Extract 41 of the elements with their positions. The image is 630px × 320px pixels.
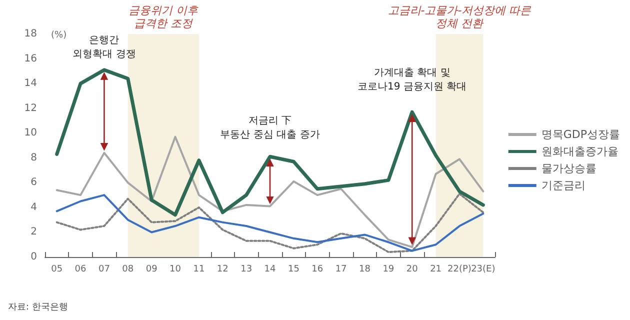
band-label: 고금리-고물가-저성장에 따른 정체 전환 <box>388 4 532 30</box>
y-tick-label: 8 <box>30 152 37 164</box>
x-tick-label: 19 <box>382 264 394 274</box>
x-tick-label: 22(P) <box>448 264 472 274</box>
y-tick-label: 2 <box>30 226 37 238</box>
legend-label: 기준금리 <box>541 179 586 192</box>
x-tick-label: 17 <box>335 264 347 274</box>
x-tick-label: 10 <box>170 264 182 274</box>
x-tick-label: 15 <box>288 264 300 274</box>
y-tick-label: 4 <box>30 202 37 213</box>
y-tick-label: 18 <box>24 28 37 40</box>
y-tick-label: 16 <box>24 53 37 64</box>
x-tick-label: 06 <box>74 264 87 274</box>
x-tick-label: 13 <box>240 264 252 274</box>
x-tick-label: 14 <box>264 264 276 274</box>
x-tick-label: 05 <box>51 264 63 274</box>
legend-label: 물가상승률 <box>541 162 596 175</box>
x-tick-label: 08 <box>122 264 134 274</box>
annotation: 저금리 下 부동산 중심 대출 증가 <box>220 116 320 141</box>
x-tick-label: 21 <box>430 264 442 274</box>
x-tick-label: 07 <box>98 264 110 274</box>
y-tick-label: 10 <box>24 128 37 139</box>
x-tick-label: 16 <box>312 264 324 274</box>
x-tick-label: 23(E) <box>471 264 496 274</box>
y-tick-label: 12 <box>24 102 37 114</box>
x-tick-label: 09 <box>146 264 158 274</box>
y-tick-label: 6 <box>30 177 37 188</box>
legend-label: 명목GDP성장률 <box>541 128 620 141</box>
y-axis-title: (%) <box>51 30 67 40</box>
annotation: 가계대출 확대 및 코로나19 금융지원 확대 <box>358 67 467 92</box>
line-series <box>55 68 485 217</box>
x-tick-label: 20 <box>406 264 418 274</box>
x-tick-label: 12 <box>216 264 228 274</box>
y-tick-label: 0 <box>30 252 37 262</box>
text: 자료: 한국은행 <box>8 302 68 312</box>
x-tick-label: 11 <box>193 264 205 274</box>
x-tick-label: 18 <box>359 264 371 274</box>
legend-label: 원화대출증가율 <box>541 145 618 158</box>
annotation: 은행간 외형확대 경쟁 <box>72 35 136 60</box>
band-label: 금융위기 이후 급격한 조정 <box>128 4 200 30</box>
y-tick-label: 14 <box>24 78 37 90</box>
